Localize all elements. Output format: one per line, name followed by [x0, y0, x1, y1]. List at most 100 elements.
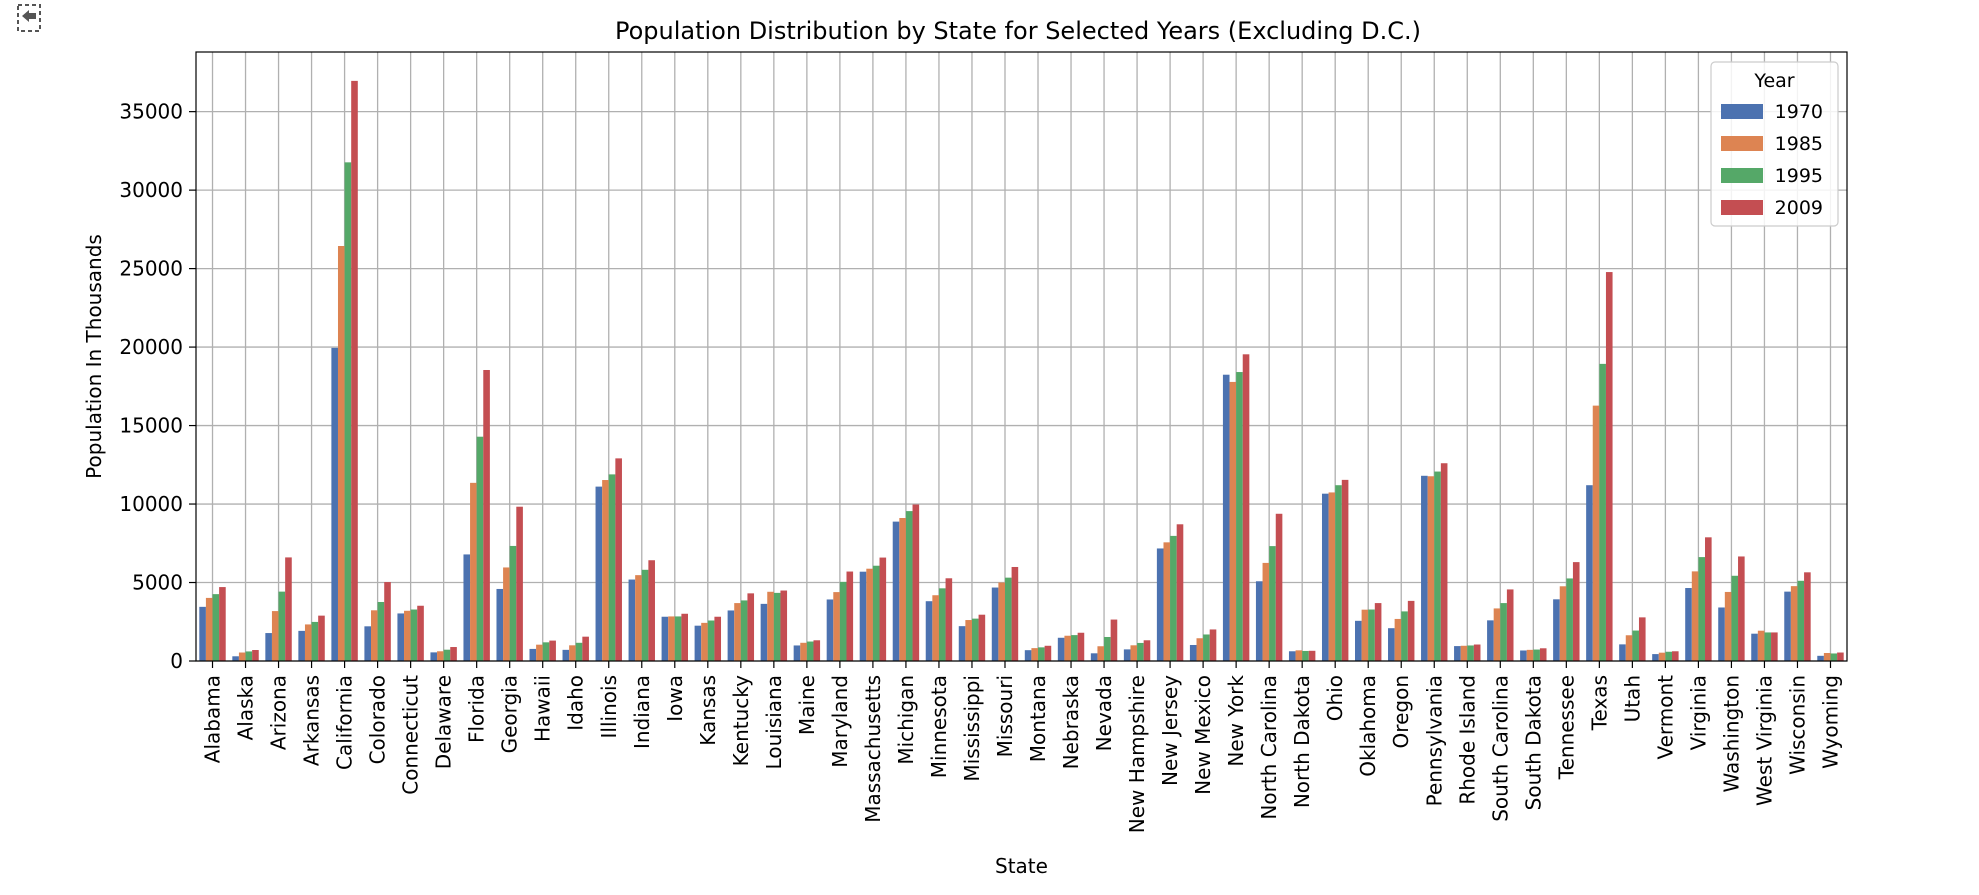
output-toggle-icon[interactable]: [14, 2, 44, 36]
x-tick-label: Missouri: [993, 675, 1017, 757]
bar: [846, 571, 854, 661]
bar: [1520, 650, 1527, 661]
bar: [674, 616, 682, 661]
legend: Year 1970 1985 1995 2009: [1710, 61, 1839, 227]
bars-layer: [199, 80, 1844, 661]
bar: [1064, 635, 1072, 661]
bar: [1830, 653, 1838, 661]
bar: [1335, 485, 1342, 661]
bar: [628, 579, 636, 661]
bar: [1071, 635, 1078, 661]
x-tick-label: California: [333, 675, 357, 770]
bar: [298, 630, 305, 661]
bar: [661, 616, 669, 661]
x-tick-label: Nebraska: [1059, 675, 1083, 769]
bar: [793, 645, 801, 661]
bar: [1790, 586, 1798, 661]
bar: [238, 652, 246, 661]
bar: [371, 610, 378, 661]
y-axis-ticks: 0 5000 10000 15000 20000 25000 30000 35000: [119, 100, 196, 673]
x-tick-label: Washington: [1719, 675, 1743, 793]
x-tick-label: North Carolina: [1257, 675, 1281, 820]
bar: [826, 599, 834, 661]
bar: [232, 656, 239, 661]
bar: [377, 601, 385, 661]
bar: [668, 616, 675, 661]
bar: [1493, 608, 1501, 661]
bar: [1361, 609, 1369, 661]
bar: [417, 605, 424, 661]
bar: [1467, 645, 1474, 661]
bar: [945, 578, 953, 661]
bar: [1143, 640, 1151, 661]
bar: [813, 640, 821, 661]
bar: [503, 567, 510, 661]
bar: [1592, 405, 1600, 661]
bar: [463, 554, 471, 661]
bar: [1804, 572, 1811, 661]
bar: [694, 625, 702, 661]
bar: [1011, 566, 1019, 661]
x-tick-label: New Jersey: [1158, 675, 1182, 786]
legend-title: Year: [1753, 70, 1794, 92]
bar: [1123, 649, 1131, 661]
bar: [1269, 546, 1276, 661]
bar: [1526, 649, 1534, 661]
x-tick-label: Indiana: [630, 675, 654, 749]
bar: [1421, 475, 1428, 661]
chart-title: Population Distribution by State for Sel…: [615, 17, 1421, 45]
y-tick-label: 35000: [119, 100, 183, 124]
bar: [1817, 655, 1824, 661]
x-tick-label: Pennsylvania: [1422, 675, 1446, 806]
bar: [1427, 476, 1435, 661]
bar: [978, 614, 986, 661]
bar: [1044, 645, 1052, 661]
bar: [1222, 374, 1230, 661]
bar: [1090, 653, 1098, 661]
bar: [932, 595, 939, 661]
bar: [318, 615, 325, 661]
x-tick-label: Kansas: [696, 675, 720, 746]
bar: [965, 620, 972, 661]
bar: [912, 504, 920, 661]
bar: [575, 642, 583, 661]
bar: [437, 651, 444, 661]
x-tick-label: Alabama: [201, 675, 225, 763]
x-tick-label: Colorado: [366, 675, 390, 764]
bar: [1401, 611, 1408, 661]
bar: [872, 565, 880, 661]
bar: [998, 582, 1005, 661]
bar: [331, 347, 338, 661]
grid-lines: [196, 52, 1847, 662]
bar: [1665, 651, 1672, 661]
x-tick-label: Mississippi: [960, 675, 984, 782]
legend-entry-label: 1995: [1775, 165, 1823, 187]
bar: [1671, 651, 1679, 661]
bar: [199, 606, 206, 661]
bar: [582, 636, 589, 661]
bar: [245, 651, 253, 661]
x-tick-label: Oregon: [1389, 675, 1413, 748]
bar: [1460, 645, 1468, 661]
bar: [549, 640, 556, 661]
bar: [1757, 630, 1765, 661]
bar: [1751, 633, 1758, 661]
bar: [1705, 537, 1712, 661]
bar: [1368, 609, 1375, 661]
bar: [1024, 650, 1032, 661]
x-tick-label: Tennessee: [1554, 675, 1578, 780]
bar: [602, 480, 609, 661]
bar: [892, 521, 900, 661]
bar: [1572, 562, 1580, 661]
x-axis-ticks: Alabama Alaska Arizona Arkansas California Co…: [201, 661, 1842, 833]
bar: [958, 626, 966, 661]
x-tick-label: Hawaii: [531, 675, 555, 742]
bar: [1566, 578, 1573, 661]
bar: [351, 80, 358, 661]
x-tick-label: Kentucky: [729, 675, 753, 766]
bar: [1454, 646, 1461, 661]
bar: [344, 162, 352, 661]
bar: [747, 593, 755, 661]
bar: [1797, 580, 1805, 661]
bar: [1559, 586, 1567, 661]
